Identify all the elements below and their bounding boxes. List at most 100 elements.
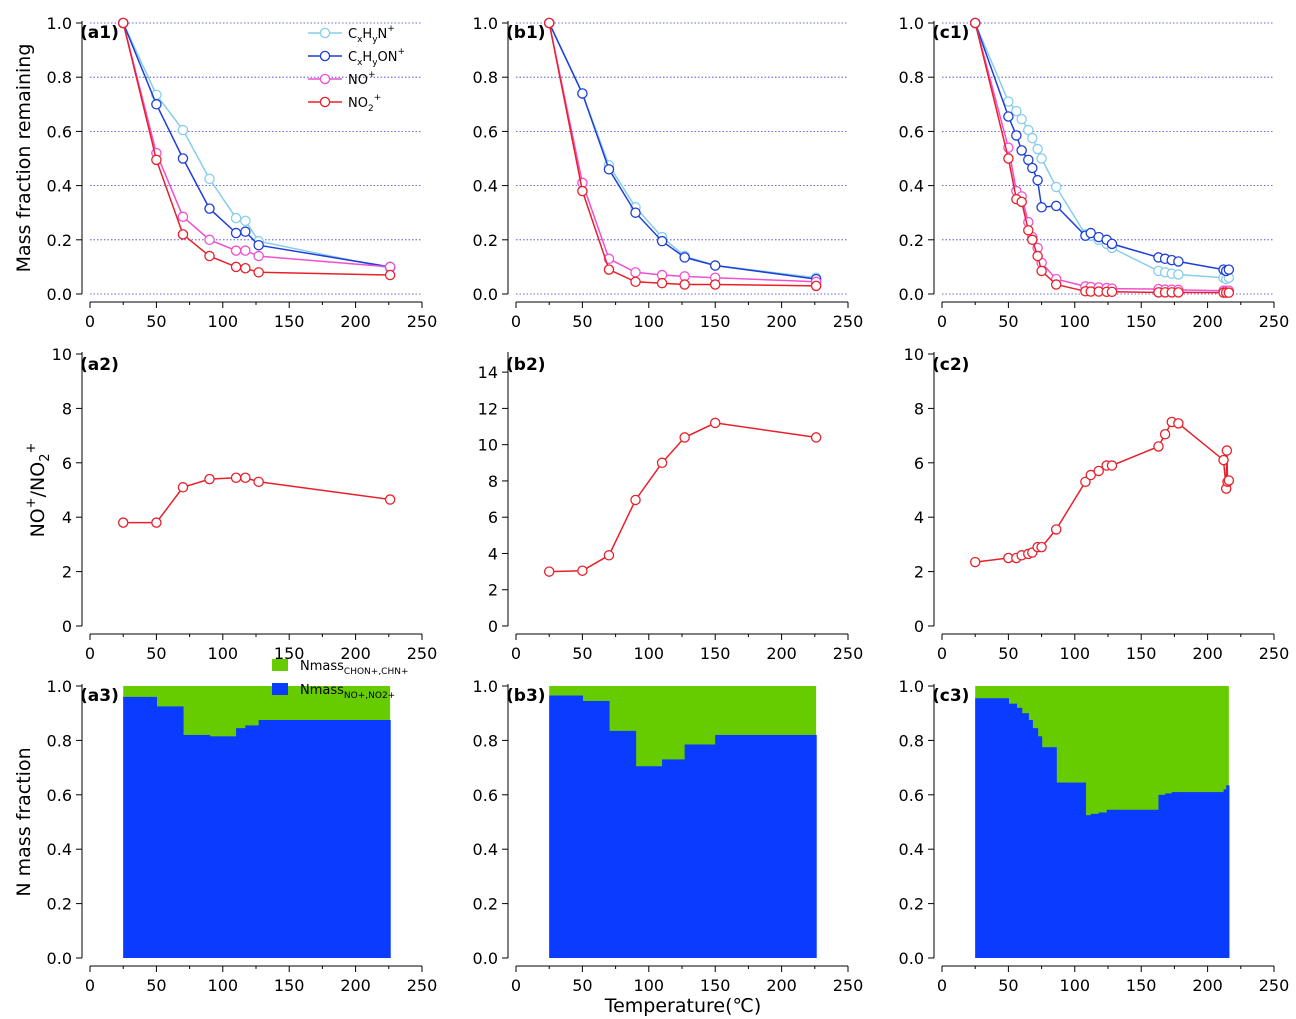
area-no-bar-c3-2 xyxy=(1016,707,1023,958)
x-tick-label-b2-200: 200 xyxy=(766,644,797,663)
point-b1-3-1 xyxy=(577,185,588,197)
panel-label-a1: (a1) xyxy=(80,23,119,43)
y-tick-label-a3-1: 1.0 xyxy=(47,677,72,696)
area-no-bar-b3-2 xyxy=(608,730,637,958)
x-tick-label-b1-50: 50 xyxy=(572,312,592,331)
x-tick-label-c1-50: 50 xyxy=(998,312,1018,331)
area-no-bar-a3-0 xyxy=(123,696,157,958)
point-b2-0-4 xyxy=(656,457,668,469)
x-tick-label-a1-0: 0 xyxy=(85,312,95,331)
legend3-label-0: NmassCHON+,CHN+ xyxy=(300,659,409,677)
area-no-bar-c3-11 xyxy=(1098,812,1108,958)
legend-label-1-part-1: x xyxy=(357,58,363,68)
point-c1-0-8 xyxy=(1050,181,1062,193)
legend-label-3-part-5: + xyxy=(374,93,382,103)
y-tick-label-b1-0.4: 0.4 xyxy=(473,177,498,196)
area-no-bar-c3-4 xyxy=(1028,720,1033,958)
panel-label-c2: (c2) xyxy=(932,355,969,375)
y-tick-label-c3-0.8: 0.8 xyxy=(899,731,924,750)
point-c1-3-20 xyxy=(1223,287,1235,298)
point-c1-0-4 xyxy=(1023,124,1034,136)
x-tick-label-c1-150: 150 xyxy=(1126,312,1157,331)
point-c1-1-2 xyxy=(1011,130,1022,141)
x-tick-label-b1-150: 150 xyxy=(700,312,731,331)
point-b1-1-5 xyxy=(679,252,690,263)
x-tick-label-c2-100: 100 xyxy=(1060,644,1091,663)
point-c1-3-4 xyxy=(1023,225,1034,236)
y-tick-label-a3-0: 0.0 xyxy=(47,949,72,968)
legend-label-1-part-3: y xyxy=(372,58,378,68)
x-tick-label-b3-100: 100 xyxy=(634,976,665,995)
point-b2-0-6 xyxy=(709,417,721,429)
x-tick-label-a1-250: 250 xyxy=(407,312,438,331)
point-c1-3-8 xyxy=(1050,279,1062,290)
y-tick-label-c2-8: 8 xyxy=(914,399,924,418)
area-no-bar-a3-5 xyxy=(245,725,260,958)
area-no-bar-a3-1 xyxy=(156,706,184,958)
point-a1-1-4 xyxy=(230,227,242,239)
area-no-bar-c3-17 xyxy=(1178,792,1225,958)
legend-label-3-part-1: 2 xyxy=(368,104,374,114)
area-no-bar-c3-8 xyxy=(1056,782,1087,958)
point-b1-3-2 xyxy=(603,264,615,275)
y-tick-label-b3-0.4: 0.4 xyxy=(473,840,498,859)
point-c1-1-8 xyxy=(1050,200,1062,212)
x-tick-label-a2-150: 150 xyxy=(274,644,305,663)
point-b1-3-6 xyxy=(709,279,721,290)
panel-label-a3: (a3) xyxy=(80,686,119,706)
point-a1-2-6 xyxy=(253,250,264,262)
x-tick-label-a3-250: 250 xyxy=(407,976,438,995)
y-tick-label-b2-10: 10 xyxy=(478,436,498,455)
area-no-bar-c3-3 xyxy=(1021,713,1029,958)
point-b2-0-0 xyxy=(543,566,555,577)
area-no-bar-c3-6 xyxy=(1037,736,1043,958)
panel-label-a2: (a2) xyxy=(80,355,119,375)
ylabel-row2-part-2: /NO xyxy=(27,462,49,498)
y-tick-label-c2-0: 0 xyxy=(914,617,924,636)
area-no-bar-b3-4 xyxy=(662,759,686,958)
y-tick-label-c3-1: 1.0 xyxy=(899,677,924,696)
area-no-bar-c3-1 xyxy=(1008,703,1017,958)
point-c1-0-2 xyxy=(1011,105,1022,117)
x-tick-label-a2-0: 0 xyxy=(85,644,95,663)
legend-marker-1 xyxy=(319,50,331,62)
point-a1-0-2 xyxy=(177,124,189,136)
x-tick-label-a3-50: 50 xyxy=(146,976,166,995)
x-tick-label-c3-100: 100 xyxy=(1060,976,1091,995)
point-c1-1-6 xyxy=(1032,174,1043,186)
point-b1-3-5 xyxy=(679,279,690,290)
point-b2-0-7 xyxy=(810,432,822,443)
y-tick-label-a3-0.2: 0.2 xyxy=(47,895,72,914)
area-no-bar-c3-15 xyxy=(1165,793,1173,958)
ylabel-row2-part-3: 2 xyxy=(38,453,53,461)
y-tick-label-c1-1: 1.0 xyxy=(899,14,924,33)
point-a2-0-0 xyxy=(117,517,129,528)
x-tick-label-a1-150: 150 xyxy=(274,312,305,331)
point-c1-1-7 xyxy=(1036,202,1047,213)
x-tick-label-b3-0: 0 xyxy=(511,976,521,995)
y-tick-label-c1-0.8: 0.8 xyxy=(899,68,924,87)
y-tick-label-b1-0: 0.0 xyxy=(473,285,498,304)
area-no-bar-c3-7 xyxy=(1041,747,1057,958)
y-tick-label-a2-10: 10 xyxy=(52,345,72,364)
point-c2-0-22 xyxy=(1223,475,1235,486)
point-b1-1-3 xyxy=(630,207,641,218)
x-tick-label-a3-200: 200 xyxy=(340,976,371,995)
y-tick-label-c1-0: 0.0 xyxy=(899,285,924,304)
y-tick-label-a1-1: 1.0 xyxy=(47,14,72,33)
y-tick-label-a3-0.6: 0.6 xyxy=(47,786,72,805)
grid-layer xyxy=(90,22,1274,295)
point-a1-1-6 xyxy=(253,239,264,251)
y-tick-label-b1-0.6: 0.6 xyxy=(473,122,498,141)
point-b1-1-1 xyxy=(577,88,588,99)
area-no-bar-c3-10 xyxy=(1090,813,1100,958)
x-tick-label-b2-50: 50 xyxy=(572,644,592,663)
point-c1-3-7 xyxy=(1036,265,1047,277)
series-line-b2-0 xyxy=(549,422,817,573)
x-tick-label-a3-100: 100 xyxy=(208,976,239,995)
point-b1-1-6 xyxy=(709,260,721,271)
legend3-swatch-0 xyxy=(272,659,288,671)
x-tick-label-a1-50: 50 xyxy=(146,312,166,331)
point-c1-0-5 xyxy=(1027,132,1038,144)
y-tick-label-b3-0.6: 0.6 xyxy=(473,786,498,805)
